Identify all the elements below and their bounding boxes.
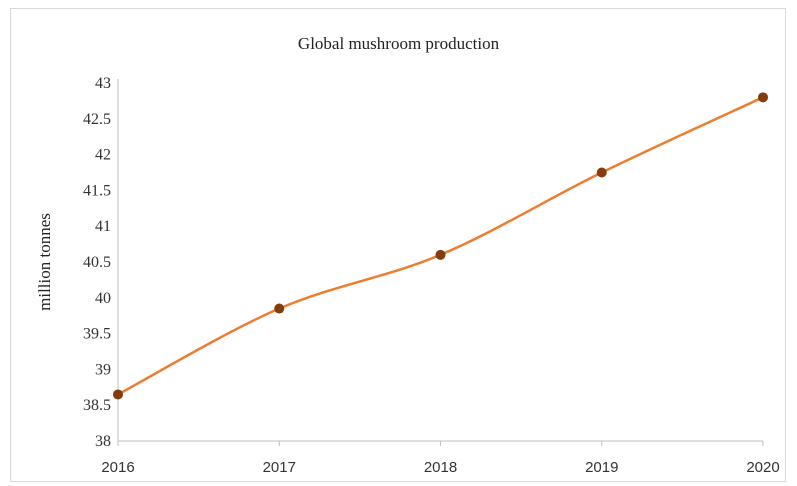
data-markers <box>113 92 768 400</box>
y-tick-label: 40.5 <box>83 254 111 271</box>
x-tick-label: 2020 <box>746 459 779 476</box>
data-point <box>596 167 607 178</box>
y-tick-label: 41 <box>95 218 111 235</box>
y-axis-ticks: 38 38.5 39 39.5 40 40.5 41 41.5 42 42.5 43 <box>83 75 111 450</box>
axes <box>117 79 763 442</box>
x-tick-label: 2018 <box>424 459 457 476</box>
y-tick-label: 39 <box>95 361 111 378</box>
chart-frame <box>10 8 786 482</box>
y-tick-label: 39.5 <box>83 326 111 343</box>
y-tick-label: 41.5 <box>83 182 111 199</box>
y-tick-label: 38 <box>95 433 111 450</box>
y-tick-label: 40 <box>95 290 111 307</box>
x-tick-label: 2016 <box>101 459 134 476</box>
data-point <box>435 249 446 260</box>
y-tick-label: 42 <box>95 147 111 164</box>
data-point <box>758 92 768 103</box>
data-point <box>113 389 123 400</box>
y-tick-label: 42.5 <box>83 111 111 128</box>
x-tick-label: 2017 <box>263 459 296 476</box>
series-line <box>117 96 764 396</box>
chart-title: Global mushroom production <box>297 34 500 53</box>
x-axis-ticks: 2016 2017 2018 2019 2020 <box>101 441 780 476</box>
data-point <box>274 303 285 314</box>
y-tick-label: 43 <box>95 75 111 92</box>
y-tick-label: 38.5 <box>83 397 111 414</box>
x-tick-label: 2019 <box>585 459 618 476</box>
